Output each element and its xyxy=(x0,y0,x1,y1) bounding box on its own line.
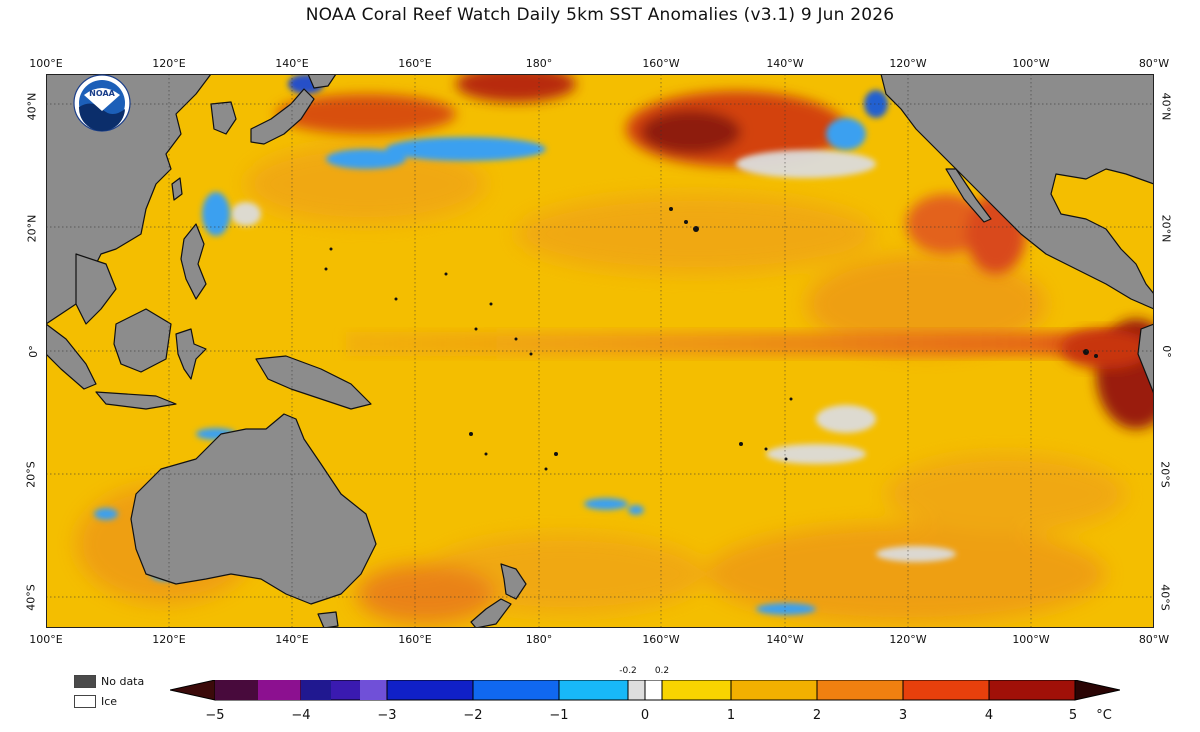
lat-tick-right: 40°S xyxy=(1158,584,1172,611)
legend-ice: Ice xyxy=(74,695,117,708)
sumatra xyxy=(46,323,97,390)
noaa-logo-icon: NOAA xyxy=(73,74,131,132)
lon-tick-bottom: 180° xyxy=(525,633,553,646)
colorbar-small-label: -0.2 xyxy=(619,666,637,676)
lat-tick-right: 20°S xyxy=(1158,461,1172,488)
colorbar-tick-label: 0 xyxy=(640,708,650,723)
lon-tick-top: 100°W xyxy=(1012,57,1050,70)
lon-tick-bottom: 100°W xyxy=(1012,633,1050,646)
baja-california xyxy=(945,168,992,223)
lon-tick-top: 160°W xyxy=(642,57,680,70)
lon-tick-bottom: 100°E xyxy=(29,633,63,646)
equatorial-warm-band xyxy=(346,332,1154,356)
lon-tick-bottom: 120°E xyxy=(152,633,186,646)
colorbar-tick-label: −5 xyxy=(205,708,225,723)
lon-tick-top: 140°W xyxy=(766,57,804,70)
lon-tick-top: 120°E xyxy=(152,57,186,70)
korea xyxy=(210,101,237,135)
lat-tick-left: 0° xyxy=(26,345,40,358)
colorbar-tick-label: 3 xyxy=(898,708,908,723)
lat-tick-left: 40°S xyxy=(24,584,38,611)
java xyxy=(95,391,177,410)
lon-tick-top: 100°E xyxy=(29,57,63,70)
new-zealand-south xyxy=(470,598,512,628)
colorbar-tick-label: 1 xyxy=(726,708,736,723)
colorbar xyxy=(170,680,1120,701)
colorbar-tick-label: −2 xyxy=(463,708,483,723)
no-data-label: No data xyxy=(101,675,145,688)
colorbar-tick-label: −3 xyxy=(377,708,397,723)
land xyxy=(46,74,1154,628)
australia xyxy=(130,413,377,605)
map-title: NOAA Coral Reef Watch Daily 5km SST Anom… xyxy=(305,5,895,25)
lon-tick-top: 160°E xyxy=(398,57,432,70)
colorbar-tick-label: 2 xyxy=(812,708,822,723)
pacific-islands xyxy=(324,207,1098,471)
north-pacific-hotspot xyxy=(276,74,1026,274)
lat-tick-right: 40°N xyxy=(1159,92,1173,121)
lon-tick-bottom: 160°W xyxy=(642,633,680,646)
new-guinea xyxy=(255,355,372,410)
lat-tick-right: 0° xyxy=(1159,345,1173,358)
lat-tick-right: 20°N xyxy=(1159,214,1173,243)
colorbar-tick-label: 5 xyxy=(1068,708,1078,723)
colorbar-small-label: 0.2 xyxy=(654,666,670,676)
japan xyxy=(250,88,315,145)
lon-tick-top: 180° xyxy=(525,57,553,70)
legend-no-data: No data xyxy=(74,675,144,688)
lon-tick-bottom: 160°E xyxy=(398,633,432,646)
philippines xyxy=(180,223,207,300)
lon-tick-bottom: 80°W xyxy=(1138,633,1170,646)
svg-text:NOAA: NOAA xyxy=(89,89,115,98)
colorbar-unit: °C xyxy=(1096,708,1112,723)
near-zero-patches xyxy=(231,150,956,562)
ice-swatch xyxy=(74,695,96,708)
north-america xyxy=(880,74,1154,310)
anomaly-orange-patches xyxy=(76,144,1126,624)
lon-tick-top: 120°W xyxy=(889,57,927,70)
lat-tick-left: 40°N xyxy=(25,92,39,121)
colorbar-tick-label: −4 xyxy=(291,708,311,723)
lon-tick-top: 140°E xyxy=(275,57,309,70)
sulawesi xyxy=(175,328,207,380)
borneo xyxy=(113,308,172,373)
new-zealand-north xyxy=(500,563,527,600)
lat-tick-left: 20°N xyxy=(25,214,39,243)
graticule xyxy=(46,74,1154,628)
lat-tick-left: 20°S xyxy=(24,461,38,488)
no-data-swatch xyxy=(74,675,96,688)
lon-tick-top: 80°W xyxy=(1138,57,1170,70)
lon-tick-bottom: 140°W xyxy=(766,633,804,646)
tasmania xyxy=(317,611,339,628)
south-america xyxy=(1137,323,1154,395)
lon-tick-bottom: 140°E xyxy=(275,633,309,646)
lon-tick-bottom: 120°W xyxy=(889,633,927,646)
colorbar-tick-label: −1 xyxy=(549,708,569,723)
sst-anomaly-map: NOAA xyxy=(46,74,1154,628)
ice-label: Ice xyxy=(101,695,118,708)
taiwan xyxy=(171,177,183,201)
colorbar-tick-label: 4 xyxy=(984,708,994,723)
